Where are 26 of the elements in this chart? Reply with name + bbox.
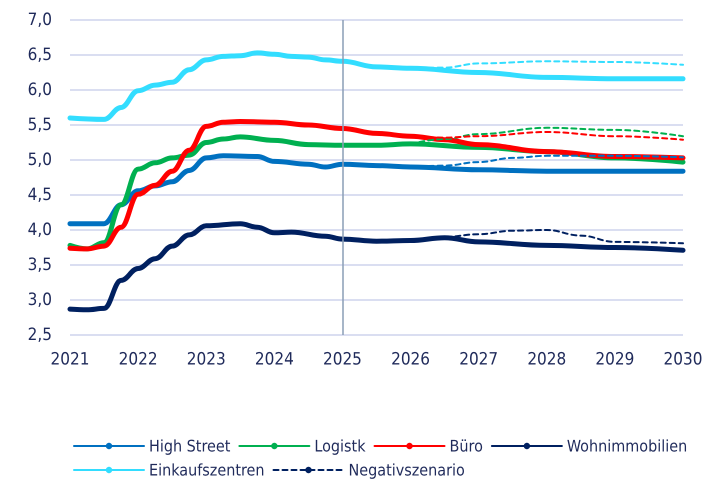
y-tick-label: 3,0	[28, 290, 52, 310]
x-tick-label: 2027	[459, 350, 498, 370]
x-tick-label: 2026	[391, 350, 430, 370]
x-tick-label: 2021	[50, 350, 90, 370]
x-tick-label: 2025	[322, 350, 362, 370]
y-tick-label: 4,0	[28, 220, 52, 240]
x-tick-label: 2024	[254, 350, 294, 370]
legend-label: Negativszenario	[348, 460, 466, 480]
y-tick-label: 4,5	[28, 185, 52, 205]
y-tick-label: 7,0	[28, 10, 52, 30]
x-tick-label: 2028	[527, 350, 566, 370]
y-tick-label: 3,5	[28, 255, 52, 275]
y-tick-label: 2,5	[28, 325, 52, 345]
x-tick-label: 2022	[118, 350, 158, 370]
y-tick-label: 5,5	[28, 115, 52, 135]
legend-label: Einkaufszentren	[149, 460, 265, 480]
y-tick-label: 6,0	[28, 80, 52, 100]
y-tick-label: 5,0	[28, 150, 52, 170]
x-tick-label: 2030	[664, 350, 702, 370]
y-tick-label: 6,5	[28, 45, 52, 65]
legend-label: Logistk	[314, 436, 366, 456]
legend-label: High Street	[149, 436, 231, 456]
legend-label: Wohnimmobilien	[566, 436, 688, 456]
x-tick-label: 2029	[595, 350, 634, 370]
legend-label: Büro	[450, 436, 484, 456]
x-tick-label: 2023	[186, 350, 226, 370]
